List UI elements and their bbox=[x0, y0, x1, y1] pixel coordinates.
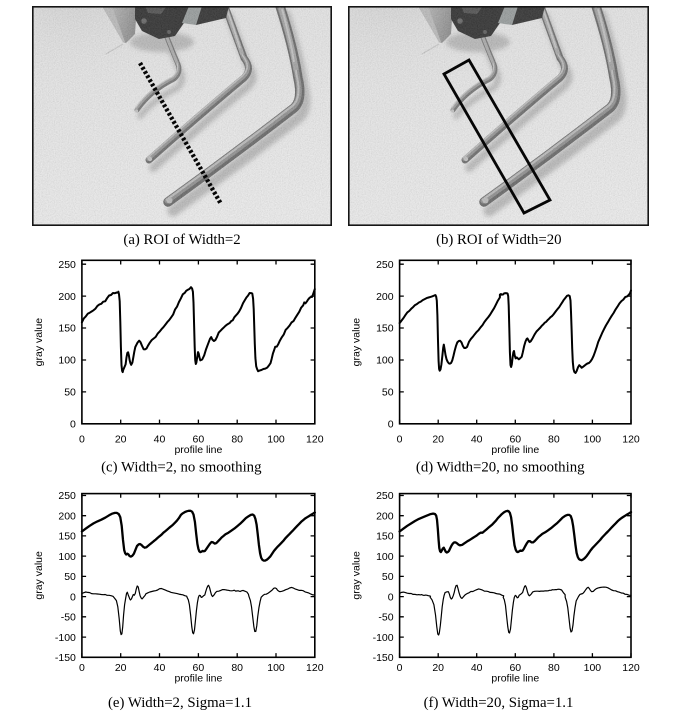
svg-text:-50: -50 bbox=[378, 612, 393, 624]
svg-text:50: 50 bbox=[382, 387, 394, 399]
svg-text:60: 60 bbox=[509, 434, 521, 446]
svg-text:250: 250 bbox=[376, 259, 394, 271]
svg-text:80: 80 bbox=[231, 662, 243, 674]
svg-text:0: 0 bbox=[70, 419, 76, 431]
svg-text:120: 120 bbox=[622, 662, 640, 674]
svg-text:80: 80 bbox=[548, 662, 560, 674]
svg-text:120: 120 bbox=[306, 662, 324, 674]
svg-text:100: 100 bbox=[376, 355, 394, 367]
svg-text:0: 0 bbox=[397, 434, 403, 446]
svg-text:profile line: profile line bbox=[491, 444, 539, 456]
svg-text:250: 250 bbox=[376, 490, 394, 502]
svg-text:(e) Width=2, Sigma=1.1: (e) Width=2, Sigma=1.1 bbox=[108, 695, 252, 711]
svg-text:0: 0 bbox=[79, 434, 85, 446]
svg-text:20: 20 bbox=[432, 434, 444, 446]
svg-text:150: 150 bbox=[376, 323, 394, 335]
svg-text:80: 80 bbox=[231, 434, 243, 446]
svg-text:100: 100 bbox=[584, 434, 602, 446]
svg-text:40: 40 bbox=[154, 662, 166, 674]
svg-text:(d) Width=20, no smoothing: (d) Width=20, no smoothing bbox=[416, 459, 585, 475]
svg-text:20: 20 bbox=[432, 662, 444, 674]
svg-text:profile line: profile line bbox=[174, 444, 222, 456]
svg-text:50: 50 bbox=[382, 571, 394, 583]
svg-text:60: 60 bbox=[193, 662, 205, 674]
svg-text:40: 40 bbox=[154, 434, 166, 446]
svg-text:-100: -100 bbox=[55, 632, 76, 644]
svg-text:(b) ROI of Width=20: (b) ROI of Width=20 bbox=[436, 232, 561, 248]
svg-text:gray value: gray value bbox=[33, 551, 45, 600]
svg-text:100: 100 bbox=[267, 434, 285, 446]
svg-text:gray value: gray value bbox=[33, 318, 45, 367]
svg-text:100: 100 bbox=[376, 551, 394, 563]
svg-text:250: 250 bbox=[58, 259, 76, 271]
svg-text:-50: -50 bbox=[61, 612, 76, 624]
svg-text:150: 150 bbox=[376, 531, 394, 543]
svg-text:(f) Width=20, Sigma=1.1: (f) Width=20, Sigma=1.1 bbox=[424, 695, 574, 711]
svg-text:60: 60 bbox=[193, 434, 205, 446]
svg-text:120: 120 bbox=[306, 434, 324, 446]
svg-text:100: 100 bbox=[584, 662, 602, 674]
svg-text:0: 0 bbox=[70, 591, 76, 603]
svg-text:60: 60 bbox=[509, 662, 521, 674]
svg-text:0: 0 bbox=[388, 419, 394, 431]
svg-text:20: 20 bbox=[115, 434, 127, 446]
svg-text:200: 200 bbox=[376, 291, 394, 303]
svg-text:150: 150 bbox=[58, 323, 76, 335]
svg-text:40: 40 bbox=[471, 434, 483, 446]
svg-text:200: 200 bbox=[58, 510, 76, 522]
svg-text:(c) Width=2, no smoothing: (c) Width=2, no smoothing bbox=[101, 459, 262, 475]
svg-text:100: 100 bbox=[267, 662, 285, 674]
svg-text:200: 200 bbox=[58, 291, 76, 303]
svg-text:50: 50 bbox=[64, 387, 76, 399]
svg-text:-150: -150 bbox=[55, 652, 76, 664]
svg-text:(a) ROI of Width=2: (a) ROI of Width=2 bbox=[123, 232, 240, 248]
svg-text:profile line: profile line bbox=[491, 673, 539, 685]
svg-text:0: 0 bbox=[397, 662, 403, 674]
svg-text:-100: -100 bbox=[373, 632, 394, 644]
svg-text:gray value: gray value bbox=[351, 318, 363, 367]
svg-text:40: 40 bbox=[471, 662, 483, 674]
svg-text:80: 80 bbox=[548, 434, 560, 446]
svg-text:profile line: profile line bbox=[174, 673, 222, 685]
svg-text:20: 20 bbox=[115, 662, 127, 674]
svg-text:gray value: gray value bbox=[351, 551, 363, 600]
svg-text:50: 50 bbox=[64, 571, 76, 583]
svg-text:250: 250 bbox=[58, 490, 76, 502]
svg-text:0: 0 bbox=[388, 591, 394, 603]
svg-text:100: 100 bbox=[58, 355, 76, 367]
svg-text:120: 120 bbox=[622, 434, 640, 446]
svg-text:200: 200 bbox=[376, 510, 394, 522]
svg-text:0: 0 bbox=[79, 662, 85, 674]
svg-text:-150: -150 bbox=[373, 652, 394, 664]
svg-text:100: 100 bbox=[58, 551, 76, 563]
svg-text:150: 150 bbox=[58, 531, 76, 543]
